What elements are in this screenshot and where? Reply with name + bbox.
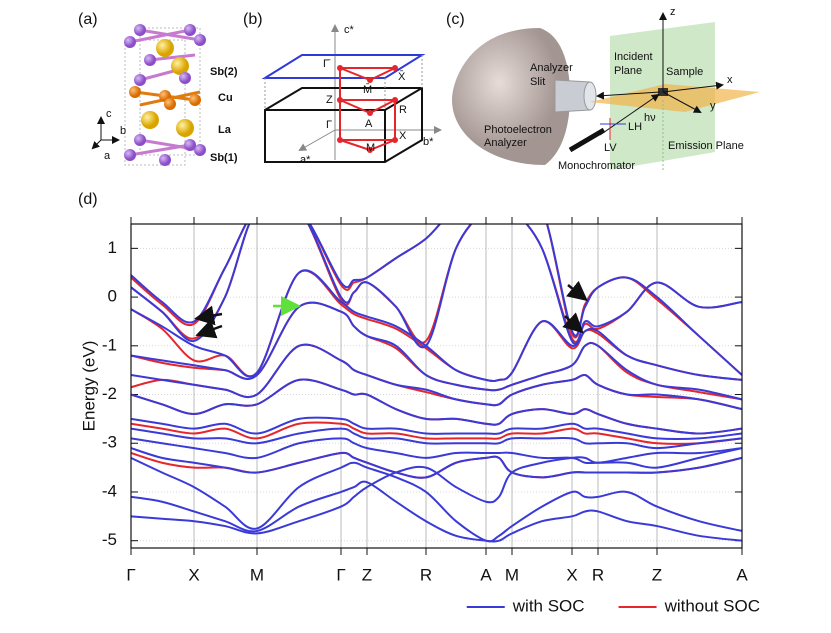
y-tick-label: -1: [102, 335, 117, 354]
analyzer-dome: [452, 28, 570, 165]
y-axis: [662, 91, 702, 113]
band: [131, 480, 742, 543]
atoms: [124, 24, 206, 166]
panel-c: (c) z x y Analyzer Slit Incident Plane S…: [446, 6, 760, 172]
point-label: Z: [326, 94, 333, 106]
axis-label: b*: [423, 136, 434, 148]
plot-frame: [130, 223, 743, 549]
point-label: Γ̄: [323, 58, 331, 70]
label: LV: [604, 142, 617, 154]
point-label: X̄: [398, 70, 406, 83]
x-tick-label: A: [480, 565, 492, 584]
y-tick-label: -4: [102, 481, 117, 500]
label: Emission Plane: [668, 140, 744, 152]
axis-label: c: [106, 108, 112, 120]
x-tick-label: A: [736, 565, 748, 584]
band: [131, 301, 742, 401]
y-tick-label: -5: [102, 530, 117, 549]
label: Photoelectron: [484, 124, 552, 136]
x-tick-label: X: [188, 565, 199, 584]
y-tick-label: -2: [102, 384, 117, 403]
a-axis: [298, 129, 336, 151]
y-tick-label: 1: [108, 238, 117, 257]
zone-points: [337, 65, 398, 153]
lattice-axes: [91, 116, 120, 150]
y-tick-label: -3: [102, 433, 117, 452]
electron-path: [596, 91, 661, 100]
x-tick-label: M: [250, 565, 264, 584]
atom-label: Sb(1): [210, 152, 238, 164]
x-tick-label: Γ: [336, 565, 345, 584]
atom-label: Sb(2): [210, 66, 238, 78]
label: Sample: [666, 66, 703, 78]
point-label: X: [399, 130, 407, 142]
x-axis: [662, 81, 724, 93]
band: [131, 224, 742, 376]
panel-label: (b): [243, 11, 263, 28]
band: [131, 224, 742, 376]
point-label: M̄: [363, 83, 372, 96]
x-tick-label: R: [420, 565, 432, 584]
band: [131, 224, 742, 349]
monochromator: [568, 127, 606, 153]
band: [131, 427, 742, 450]
label: Plane: [614, 65, 642, 77]
brillouin-box: [264, 87, 423, 163]
x-tick-label: X: [566, 565, 577, 584]
axis-label: a: [104, 150, 111, 162]
panel-label: (a): [78, 11, 98, 28]
x-tick-label: Γ: [126, 565, 135, 584]
label: hν: [644, 112, 656, 124]
axis-label: y: [710, 100, 716, 112]
bands: [131, 224, 742, 543]
y-tick-label: 0: [108, 287, 117, 306]
panel-label: (c): [446, 11, 465, 28]
axis-label: z: [670, 6, 676, 18]
axis-label: c*: [344, 24, 355, 36]
panel-b: (b) c* a* b* Γ̄ X̄ M̄ Z R Γ A X M: [243, 11, 442, 166]
point-label: A: [365, 118, 373, 130]
axis-label: a*: [300, 154, 311, 166]
label: Incident: [614, 51, 653, 63]
x-tick-label: Z: [362, 565, 372, 584]
axis-label: b: [120, 125, 126, 137]
band: [131, 378, 742, 435]
annotation-arrows: [194, 280, 588, 339]
slit: [583, 81, 597, 111]
band: [131, 456, 742, 543]
band: [131, 421, 742, 445]
panel-a: (a) Sb(2) Cu La Sb(1): [78, 11, 238, 166]
x-tick-label: R: [592, 565, 604, 584]
label: Monochromator: [558, 160, 635, 172]
x-tick-label: M: [505, 565, 519, 584]
band: [131, 447, 742, 479]
legend-label: without SOC: [664, 596, 760, 615]
axis-label: x: [727, 74, 733, 86]
panel-label: (d): [78, 191, 98, 208]
point-label: R: [399, 104, 407, 116]
label: LH: [628, 121, 642, 133]
label: Analyzer: [484, 137, 527, 149]
band: [131, 447, 742, 535]
band: [131, 378, 742, 435]
y-axis-label: Energy (eV): [79, 341, 98, 432]
legend-label: with SOC: [512, 596, 585, 615]
guides: [264, 55, 423, 110]
band: [131, 269, 742, 382]
atom-label: Cu: [218, 92, 233, 104]
point-label: Γ: [326, 119, 332, 131]
band: [131, 343, 742, 411]
label: Slit: [530, 76, 545, 88]
label: Analyzer: [530, 62, 573, 74]
x-tick-label: Z: [652, 565, 662, 584]
band: [131, 416, 742, 440]
point-label: M: [366, 142, 375, 154]
atom-label: La: [218, 124, 232, 136]
